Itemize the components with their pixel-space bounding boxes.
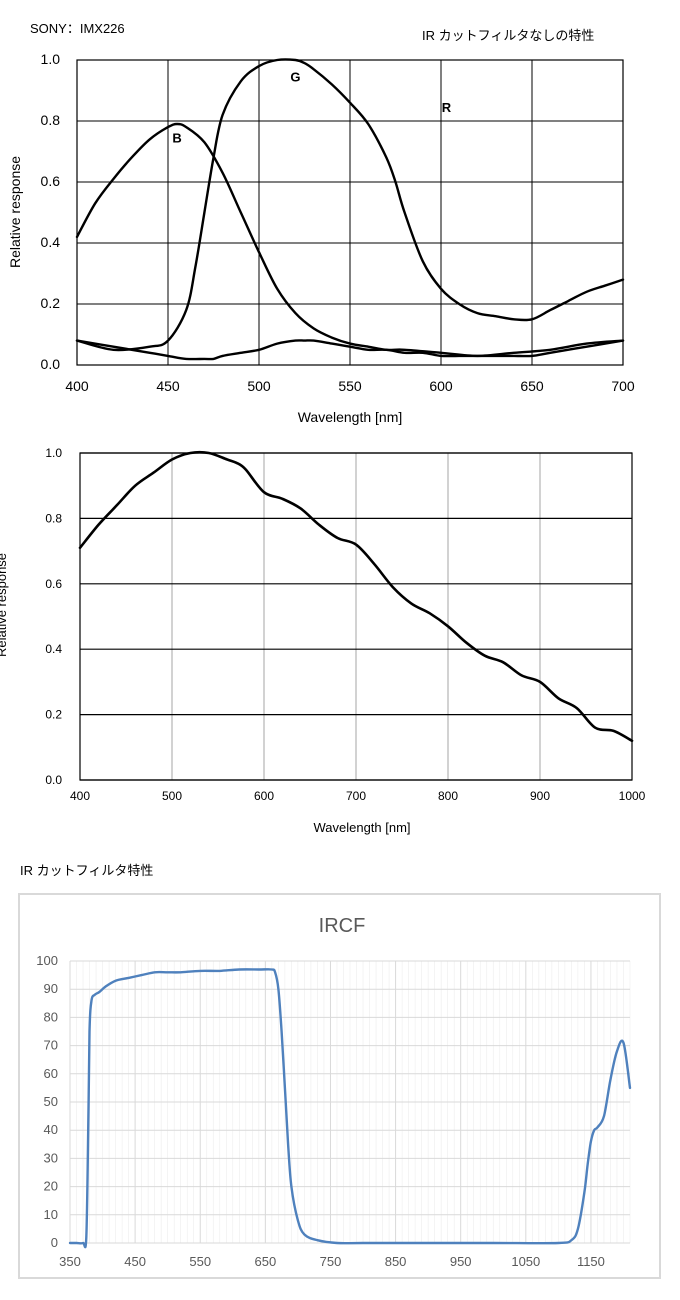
- x-tick-label: 500: [247, 378, 271, 394]
- y-tick-label: 0: [51, 1235, 58, 1250]
- x-tick-label: 500: [162, 789, 182, 803]
- x-tick-label: 550: [189, 1254, 211, 1269]
- y-tick-label: 10: [44, 1207, 58, 1222]
- y-tick-label: 40: [44, 1122, 58, 1137]
- y-tick-label: 1.0: [41, 51, 61, 67]
- plot-frame: [79, 452, 633, 781]
- series-line-1: [78, 450, 634, 743]
- y-tick-label: 0.8: [41, 112, 61, 128]
- y-tick-label: 100: [36, 953, 58, 968]
- x-axis-label: Wavelength [nm]: [298, 409, 403, 425]
- y-tick-label: 0.6: [41, 173, 61, 189]
- y-tick-label: 20: [44, 1179, 58, 1194]
- x-tick-label: 900: [530, 789, 550, 803]
- x-tick-label: 1000: [619, 789, 646, 803]
- y-tick-label: 60: [44, 1066, 58, 1081]
- x-tick-label: 650: [520, 378, 544, 394]
- y-tick-label: 70: [44, 1038, 58, 1053]
- y-tick-label: 0.0: [41, 356, 61, 372]
- x-tick-label: 450: [124, 1254, 146, 1269]
- series-label-b: B: [172, 130, 181, 145]
- y-tick-label: 0.4: [45, 642, 62, 656]
- series-label-r: R: [442, 100, 452, 115]
- y-tick-label: 30: [44, 1150, 58, 1165]
- x-tick-label: 950: [450, 1254, 472, 1269]
- x-tick-label: 650: [254, 1254, 276, 1269]
- ircf-chart: 350 450 550 650 750 850 950 1050 1150 0 10 20 30 40 50…: [36, 915, 632, 1269]
- x-tick-label: 400: [70, 789, 90, 803]
- y-tick-label: 80: [44, 1009, 58, 1024]
- x-tick-label: 750: [320, 1254, 342, 1269]
- x-tick-label: 600: [254, 789, 274, 803]
- x-tick-label: 850: [385, 1254, 407, 1269]
- x-tick-label: 1150: [577, 1254, 605, 1269]
- rgb-response-chart: 400 450 500 550 600 650 700 0.0 0.2 0.4 0.6 0.8 1.0 W…: [7, 51, 635, 425]
- x-tick-label: 600: [429, 378, 453, 394]
- series-line-g: [75, 339, 625, 361]
- mono-response-chart: 400 500 600 700 800 900 1000 0.0 0.2 0.4 0.6 0.8 1.0…: [0, 446, 646, 835]
- x-tick-label: 700: [346, 789, 366, 803]
- x-tick-label: 550: [338, 378, 362, 394]
- series-label-g: G: [290, 69, 300, 84]
- ir-filter-title: IR カットフィルタ特性: [20, 863, 154, 878]
- y-tick-label: 0.4: [41, 234, 61, 250]
- y-axis-label: Relative response: [7, 156, 23, 268]
- y-tick-label: 0.2: [41, 295, 61, 311]
- y-tick-label: 0.0: [45, 773, 62, 787]
- y-axis-label: Relative response: [0, 553, 9, 657]
- no-ir-filter-title: IR カットフィルタなしの特性: [422, 28, 595, 43]
- sensor-label: SONY：IMX226: [30, 21, 125, 36]
- x-tick-label: 350: [59, 1254, 81, 1269]
- ircf-chart-frame: 350 450 550 650 750 850 950 1050 1150 0 10 20 30 40 50…: [18, 893, 661, 1279]
- x-axis-label: Wavelength [nm]: [313, 820, 410, 835]
- series-line-1: [68, 968, 632, 1249]
- y-tick-label: 0.2: [45, 708, 62, 722]
- x-tick-label: 800: [438, 789, 458, 803]
- x-tick-label: 400: [65, 378, 89, 394]
- y-tick-label: 50: [44, 1094, 58, 1109]
- chart-title: IRCF: [319, 915, 366, 937]
- y-tick-label: 0.6: [45, 577, 62, 591]
- series-line-r: [75, 58, 625, 352]
- y-tick-label: 0.8: [45, 511, 62, 525]
- y-tick-label: 1.0: [45, 446, 62, 460]
- x-tick-label: 1050: [511, 1254, 540, 1269]
- plot-frame: [76, 59, 624, 366]
- x-tick-label: 450: [156, 378, 180, 394]
- x-tick-label: 700: [611, 378, 635, 394]
- y-tick-label: 90: [44, 981, 58, 996]
